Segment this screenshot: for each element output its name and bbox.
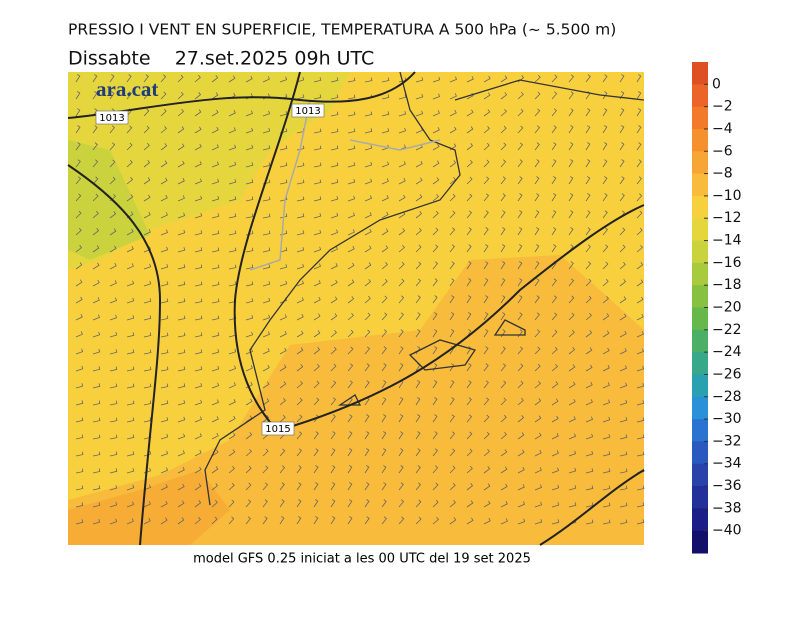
isobar bbox=[279, 204, 645, 431]
warmer-region bbox=[68, 470, 230, 545]
colorbar-segment bbox=[692, 396, 708, 420]
border bbox=[249, 99, 441, 271]
colorbar-label: −24 bbox=[712, 344, 742, 360]
colorbar-label: −32 bbox=[712, 433, 742, 449]
logo: ara.cat bbox=[96, 77, 158, 101]
colorbar-segment bbox=[692, 106, 708, 130]
colorbar-segment bbox=[692, 84, 708, 108]
colorbar-segment bbox=[692, 508, 708, 532]
isobar-label-box bbox=[95, 110, 129, 125]
isobar-label: 1013 bbox=[295, 106, 320, 117]
colorbar-segment bbox=[692, 352, 708, 375]
isobar-label: 1013 bbox=[99, 113, 124, 124]
isobar bbox=[67, 164, 162, 546]
colorbar-label: −16 bbox=[712, 255, 742, 271]
isobar-label-box bbox=[261, 421, 295, 436]
colorbar-label: −26 bbox=[712, 366, 742, 382]
colorbar-label: −28 bbox=[712, 389, 742, 405]
colorbar-segment bbox=[692, 195, 708, 219]
colorbar-segment bbox=[692, 374, 708, 398]
colorbar-segment bbox=[692, 151, 708, 175]
colorbar-label: −12 bbox=[712, 210, 742, 226]
colorbar-segment bbox=[692, 173, 708, 197]
colorbar-label: −34 bbox=[712, 456, 742, 472]
barb-field bbox=[75, 74, 645, 525]
colorbar-segment bbox=[692, 285, 708, 308]
isobar-label-box bbox=[291, 103, 325, 118]
colorbar-label: −40 bbox=[712, 523, 742, 539]
colorbar-label: −18 bbox=[712, 277, 742, 293]
colorbar-segment bbox=[692, 329, 708, 353]
colorbar-label: −30 bbox=[712, 411, 742, 427]
colorbar-label: 0 bbox=[712, 76, 721, 92]
colorbar-segment bbox=[692, 307, 708, 331]
colorbar-segment bbox=[692, 530, 708, 554]
colorbar-label: −2 bbox=[712, 99, 733, 115]
subtitle: Dissabte 27.set.2025 09h UTC bbox=[68, 48, 374, 70]
map: 1013 1013 1015 ara.cat bbox=[67, 71, 645, 546]
colorbar-label: −6 bbox=[712, 143, 733, 159]
colorbar-segment bbox=[692, 262, 708, 286]
colorbar-label: −10 bbox=[712, 188, 742, 204]
colorbar-label: −8 bbox=[712, 166, 733, 182]
colorbar-label: −20 bbox=[712, 300, 742, 316]
title: PRESSIO I VENT EN SUPERFICIE, TEMPERATUR… bbox=[68, 21, 616, 39]
coastline bbox=[204, 71, 645, 506]
colorbar-segment bbox=[692, 218, 708, 242]
colorbar-segment bbox=[692, 486, 708, 509]
isobar bbox=[233, 71, 301, 429]
colorbar-label: −38 bbox=[712, 500, 742, 516]
colorbar: 0 −2 −4 −6 −8 −10 −12 −14 −16 −18 −20 −22 −24 −26 −28 −… bbox=[692, 62, 742, 554]
colorbar-segment bbox=[692, 128, 708, 152]
colorbar-segment bbox=[692, 419, 708, 442]
colorbar-label: −14 bbox=[712, 233, 742, 249]
isobar bbox=[539, 469, 645, 546]
colorbar-segment bbox=[692, 441, 708, 465]
colder-region bbox=[68, 140, 150, 260]
isobar-label: 1015 bbox=[265, 424, 290, 435]
footer: model GFS 0.25 iniciat a les 00 UTC del … bbox=[193, 552, 531, 567]
isobar bbox=[67, 71, 416, 119]
colorbar-label: −36 bbox=[712, 478, 742, 494]
wind-barbs bbox=[75, 74, 645, 525]
colorbar-segment bbox=[692, 62, 708, 85]
colorbar-label: −4 bbox=[712, 121, 733, 137]
colorbar-label: −22 bbox=[712, 322, 742, 338]
colorbar-segment bbox=[692, 240, 708, 264]
colorbar-segment bbox=[692, 463, 708, 487]
